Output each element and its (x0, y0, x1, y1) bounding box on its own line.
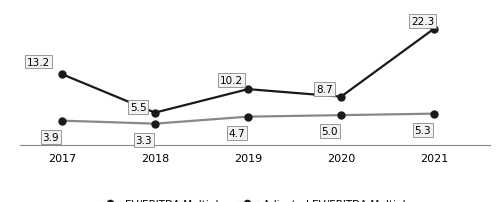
Text: 3.9: 3.9 (42, 132, 59, 142)
Text: 22.3: 22.3 (412, 17, 434, 27)
Text: 4.7: 4.7 (228, 128, 245, 138)
Text: 13.2: 13.2 (27, 57, 50, 67)
Text: 5.5: 5.5 (130, 102, 146, 112)
Legend: EV/EBITDA Multiple, Adjusted EV/EBITDA Multiple: EV/EBITDA Multiple, Adjusted EV/EBITDA M… (94, 195, 416, 202)
Text: 10.2: 10.2 (220, 76, 243, 86)
Text: 5.0: 5.0 (322, 126, 338, 137)
Text: 3.3: 3.3 (136, 135, 152, 145)
Text: 8.7: 8.7 (316, 85, 332, 95)
Text: 5.3: 5.3 (414, 125, 432, 135)
